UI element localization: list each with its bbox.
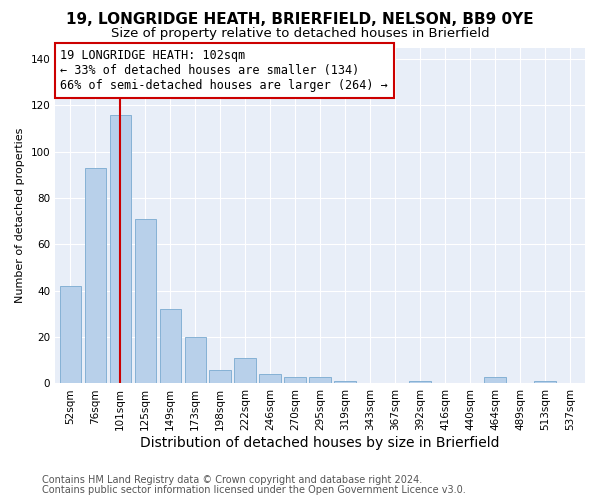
- Bar: [310, 376, 331, 384]
- Bar: [409, 381, 431, 384]
- Text: Contains HM Land Registry data © Crown copyright and database right 2024.: Contains HM Land Registry data © Crown c…: [42, 475, 422, 485]
- Bar: [185, 337, 206, 384]
- Bar: [160, 310, 181, 384]
- Bar: [59, 286, 81, 384]
- Text: 19, LONGRIDGE HEATH, BRIERFIELD, NELSON, BB9 0YE: 19, LONGRIDGE HEATH, BRIERFIELD, NELSON,…: [66, 12, 534, 28]
- Bar: [85, 168, 106, 384]
- X-axis label: Distribution of detached houses by size in Brierfield: Distribution of detached houses by size …: [140, 436, 500, 450]
- Bar: [284, 376, 306, 384]
- Bar: [235, 358, 256, 384]
- Text: 19 LONGRIDGE HEATH: 102sqm
← 33% of detached houses are smaller (134)
66% of sem: 19 LONGRIDGE HEATH: 102sqm ← 33% of deta…: [61, 49, 388, 92]
- Bar: [110, 114, 131, 384]
- Bar: [334, 381, 356, 384]
- Bar: [259, 374, 281, 384]
- Y-axis label: Number of detached properties: Number of detached properties: [15, 128, 25, 303]
- Bar: [134, 219, 156, 384]
- Text: Size of property relative to detached houses in Brierfield: Size of property relative to detached ho…: [110, 28, 490, 40]
- Bar: [209, 370, 231, 384]
- Bar: [484, 376, 506, 384]
- Bar: [535, 381, 556, 384]
- Text: Contains public sector information licensed under the Open Government Licence v3: Contains public sector information licen…: [42, 485, 466, 495]
